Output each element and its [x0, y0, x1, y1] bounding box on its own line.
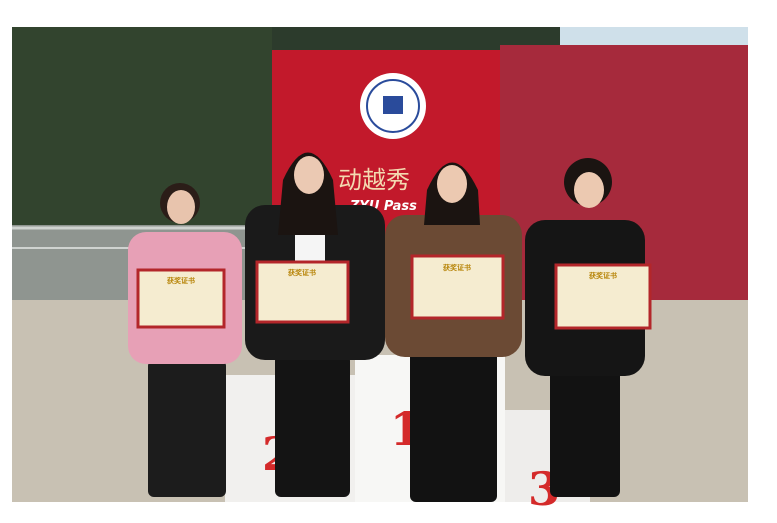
certificate-title: 获奖证书 — [166, 276, 195, 285]
certificate-title: 获奖证书 — [442, 263, 471, 272]
face — [167, 190, 195, 224]
pants — [550, 370, 620, 497]
certificate: 获奖证书 — [255, 260, 350, 324]
certificate-title: 获奖证书 — [588, 271, 617, 280]
certificate-frame — [554, 263, 652, 330]
person — [128, 183, 242, 497]
certificate: 获奖证书 — [410, 254, 505, 320]
certificate: 获奖证书 — [136, 268, 226, 329]
person — [385, 162, 522, 502]
certificate-title: 获奖证书 — [287, 268, 316, 277]
face — [437, 165, 467, 203]
face — [294, 156, 324, 194]
pants — [275, 355, 350, 497]
school-logo-building — [383, 96, 403, 114]
face — [574, 172, 604, 208]
pants — [410, 350, 497, 502]
sky — [560, 27, 748, 47]
certificate-frame — [136, 268, 226, 329]
banner-text: 动越秀 — [338, 166, 410, 194]
certificate-frame — [255, 260, 350, 324]
pants — [148, 360, 226, 497]
foliage — [12, 27, 272, 227]
school-logo-ring — [366, 79, 420, 133]
certificate: 获奖证书 — [554, 263, 652, 330]
certificate-frame — [410, 254, 505, 320]
